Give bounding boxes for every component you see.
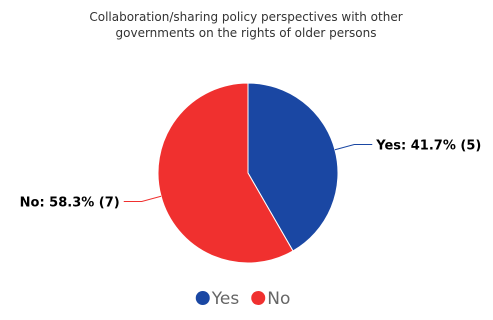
chart-title-line-2: governments on the rights of older perso… — [116, 26, 377, 40]
legend-label-no: No — [267, 289, 290, 309]
legend: Yes No — [195, 289, 290, 309]
legend-label-yes: Yes — [211, 289, 240, 309]
connector-line-yes — [334, 144, 373, 151]
connector-line-no — [123, 195, 162, 202]
pie-slice-yes — [247, 82, 339, 252]
legend-item-yes[interactable]: Yes — [195, 289, 240, 309]
legend-marker-yes — [195, 291, 210, 305]
data-label-yes: Yes: 41.7% (5) — [375, 139, 481, 154]
legend-item-no[interactable]: No — [251, 289, 290, 309]
legend-marker-no — [251, 291, 266, 305]
chart-title-line-1: Collaboration/sharing policy perspective… — [89, 10, 402, 24]
chart-title: Collaboration/sharing policy perspective… — [89, 10, 402, 40]
pie-data-labels: Yes: 41.7% (5) No: 58.3% (7) — [20, 139, 482, 211]
data-label-no: No: 58.3% (7) — [20, 195, 120, 210]
pie-slices — [157, 82, 339, 264]
